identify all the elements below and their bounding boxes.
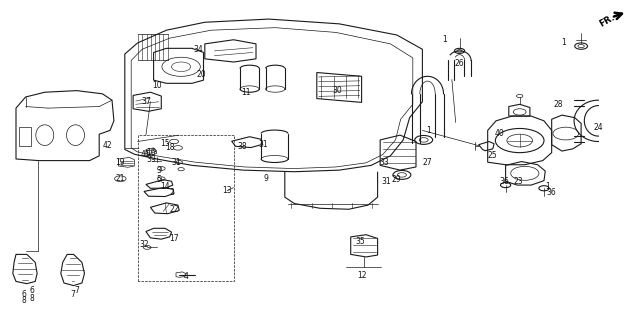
Text: 7: 7	[74, 287, 79, 295]
Text: 24: 24	[593, 123, 604, 132]
Text: 11: 11	[242, 88, 251, 97]
Text: 3: 3	[156, 166, 161, 175]
Text: FR.: FR.	[597, 13, 616, 29]
Text: 6: 6	[29, 287, 35, 295]
Text: 36: 36	[547, 188, 557, 197]
Text: 23: 23	[513, 177, 524, 186]
Text: 31: 31	[381, 177, 392, 186]
Text: 17: 17	[169, 234, 179, 243]
Text: 34: 34	[193, 45, 204, 54]
Text: 41: 41	[141, 150, 151, 159]
Text: 36: 36	[499, 177, 509, 186]
Text: 20: 20	[196, 70, 207, 79]
Text: 1: 1	[561, 38, 566, 47]
Text: 39: 39	[146, 156, 156, 164]
Text: 1: 1	[426, 126, 431, 135]
Text: 9: 9	[263, 174, 268, 183]
Text: 8: 8	[29, 294, 35, 303]
Text: 2: 2	[169, 188, 174, 197]
Text: 15: 15	[160, 139, 170, 148]
Text: 16: 16	[146, 148, 156, 157]
Text: 30: 30	[332, 86, 342, 95]
Text: 22: 22	[170, 205, 179, 214]
Text: 42: 42	[102, 141, 113, 150]
Text: 7: 7	[70, 290, 75, 299]
Text: 26: 26	[454, 59, 465, 68]
Text: 29: 29	[392, 175, 402, 184]
Text: 4: 4	[183, 272, 188, 281]
Text: 35: 35	[355, 237, 365, 246]
Text: 18: 18	[165, 143, 174, 152]
Text: 21: 21	[116, 174, 125, 183]
Text: 1: 1	[442, 35, 447, 44]
Text: 37: 37	[141, 97, 151, 106]
Text: 10: 10	[152, 81, 162, 90]
Text: 19: 19	[115, 158, 125, 167]
Text: 28: 28	[554, 100, 563, 109]
Text: 5: 5	[156, 175, 161, 184]
Text: 8: 8	[22, 296, 27, 305]
Text: 1: 1	[545, 182, 550, 190]
Text: 38: 38	[237, 142, 247, 151]
Text: 31: 31	[171, 158, 181, 167]
Text: 12: 12	[357, 271, 366, 280]
Text: 33: 33	[379, 158, 389, 167]
Text: 14: 14	[160, 182, 170, 190]
Text: 13: 13	[222, 186, 232, 195]
Text: 27: 27	[422, 158, 433, 167]
Text: 40: 40	[494, 129, 504, 138]
Text: 25: 25	[488, 151, 498, 160]
Text: 6: 6	[22, 290, 27, 299]
Text: 32: 32	[140, 240, 150, 249]
Text: 31: 31	[259, 140, 269, 149]
